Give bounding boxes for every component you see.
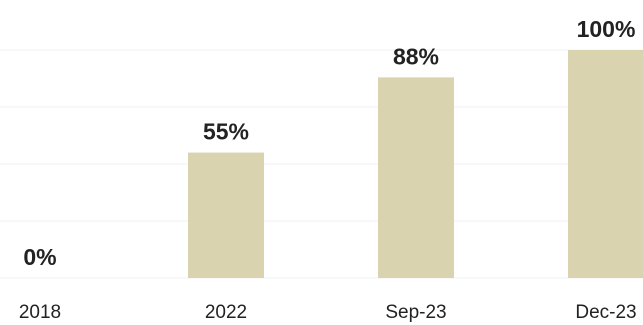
data-label: 55%: [203, 119, 249, 145]
x-tick-label: Dec-23: [575, 302, 636, 323]
x-tick-label: Sep-23: [385, 302, 446, 323]
data-label: 0%: [23, 244, 56, 270]
bars-group: [188, 50, 643, 279]
data-labels-group: 0% 55% 88% 100%: [23, 16, 635, 270]
x-axis-tick-labels: 2018 2022 Sep-23 Dec-23: [19, 302, 637, 323]
data-label: 100%: [577, 16, 636, 42]
bar-sep-23: [378, 77, 454, 279]
bar-2022: [188, 152, 264, 278]
x-tick-label: 2022: [205, 302, 247, 323]
bar-dec-23: [568, 50, 643, 278]
gridlines: [0, 49, 643, 279]
data-label: 88%: [393, 43, 439, 69]
x-tick-label: 2018: [19, 302, 61, 323]
